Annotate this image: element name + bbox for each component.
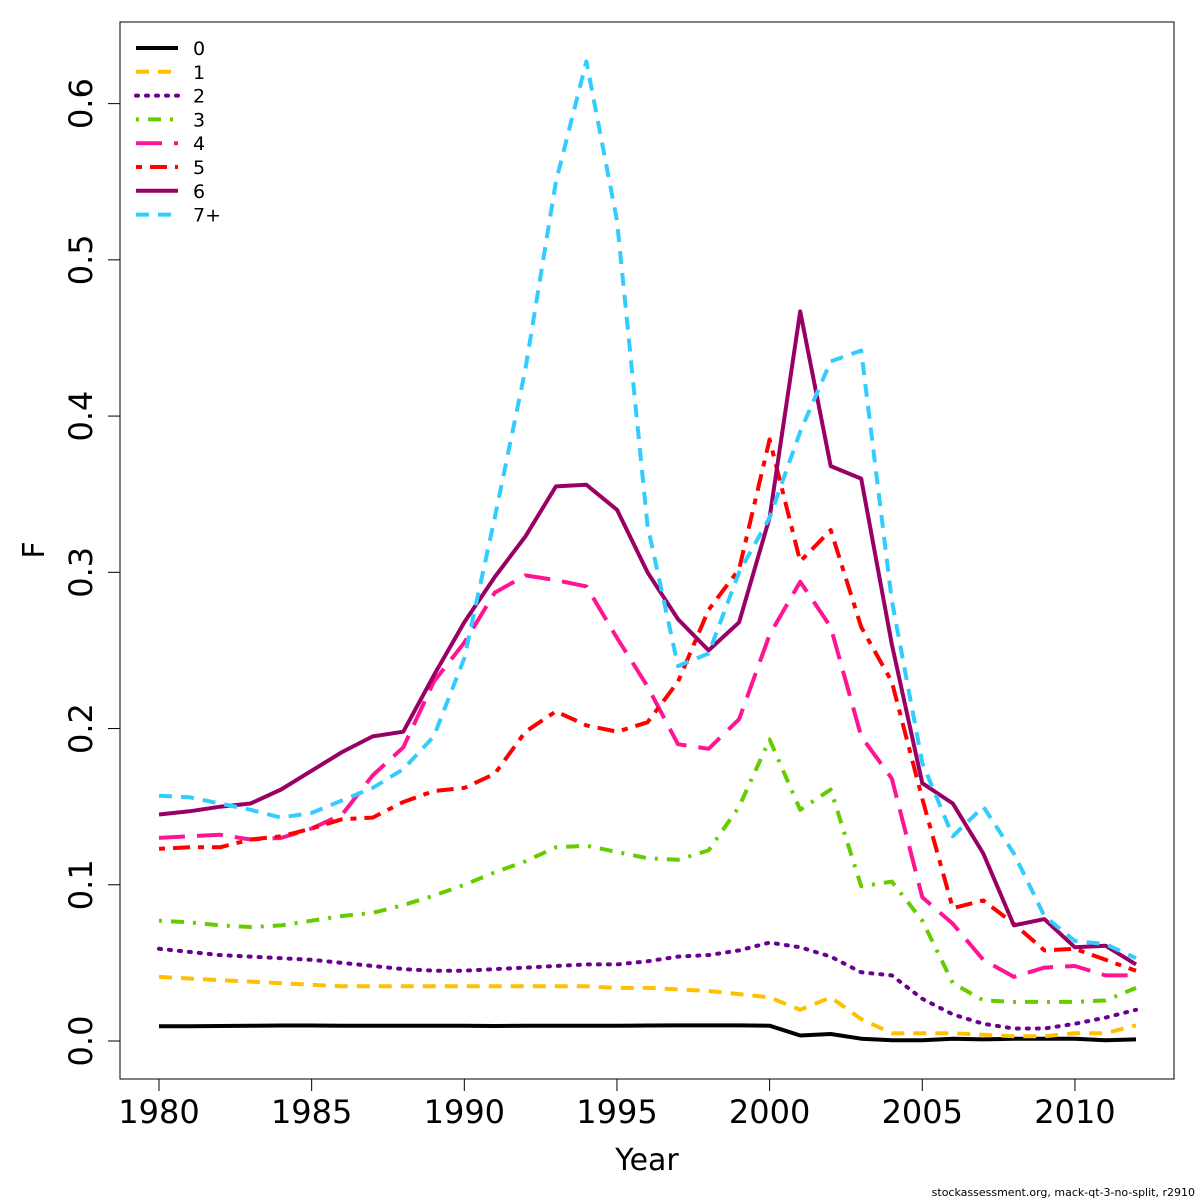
footnote: stockassessment.org, mack-qt-3-no-split,… — [932, 1186, 1195, 1199]
y-tick-label: 0.0 — [62, 1016, 100, 1067]
series-line-1 — [158, 974, 1137, 1039]
series-line-5 — [158, 437, 1137, 973]
legend-label-3: 3 — [193, 109, 205, 131]
y-tick-label: 0.4 — [62, 391, 100, 442]
y-axis-title: F — [17, 541, 52, 558]
y-tick-label: 0.5 — [62, 234, 100, 285]
y-tick-label: 0.3 — [62, 547, 100, 598]
x-axis: 1980 1985 1990 1995 2000 2005 2010 — [118, 1078, 1116, 1131]
series-layer — [157, 59, 1138, 1043]
legend-label-0: 0 — [193, 38, 205, 60]
x-axis-title: Year — [614, 1143, 679, 1178]
legend-label-6: 6 — [193, 181, 205, 203]
y-axis: 0.0 0.1 0.2 0.3 0.4 0.5 0.6 — [62, 78, 121, 1067]
series-line-2 — [157, 940, 1138, 1031]
y-tick-label: 0.1 — [62, 859, 100, 910]
x-tick-label: 1995 — [576, 1093, 657, 1131]
x-tick-label: 2010 — [1034, 1093, 1115, 1131]
legend-label-1: 1 — [193, 62, 205, 84]
legend-label-4: 4 — [193, 133, 205, 155]
x-tick-label: 2000 — [729, 1093, 810, 1131]
x-tick-label: 1990 — [424, 1093, 505, 1131]
y-tick-label: 0.2 — [62, 703, 100, 754]
legend-label-7plus: 7+ — [193, 205, 221, 227]
series-line-4 — [158, 573, 1136, 979]
legend-label-5: 5 — [193, 157, 205, 179]
y-tick-label: 0.6 — [62, 78, 100, 129]
x-tick-label: 1980 — [118, 1093, 199, 1131]
x-tick-label: 1985 — [271, 1093, 352, 1131]
series-line-0 — [159, 1023, 1137, 1043]
x-tick-label: 2005 — [882, 1093, 963, 1131]
legend-label-2: 2 — [193, 86, 205, 108]
series-line-6 — [158, 309, 1138, 967]
series-line-7plus — [158, 59, 1137, 961]
